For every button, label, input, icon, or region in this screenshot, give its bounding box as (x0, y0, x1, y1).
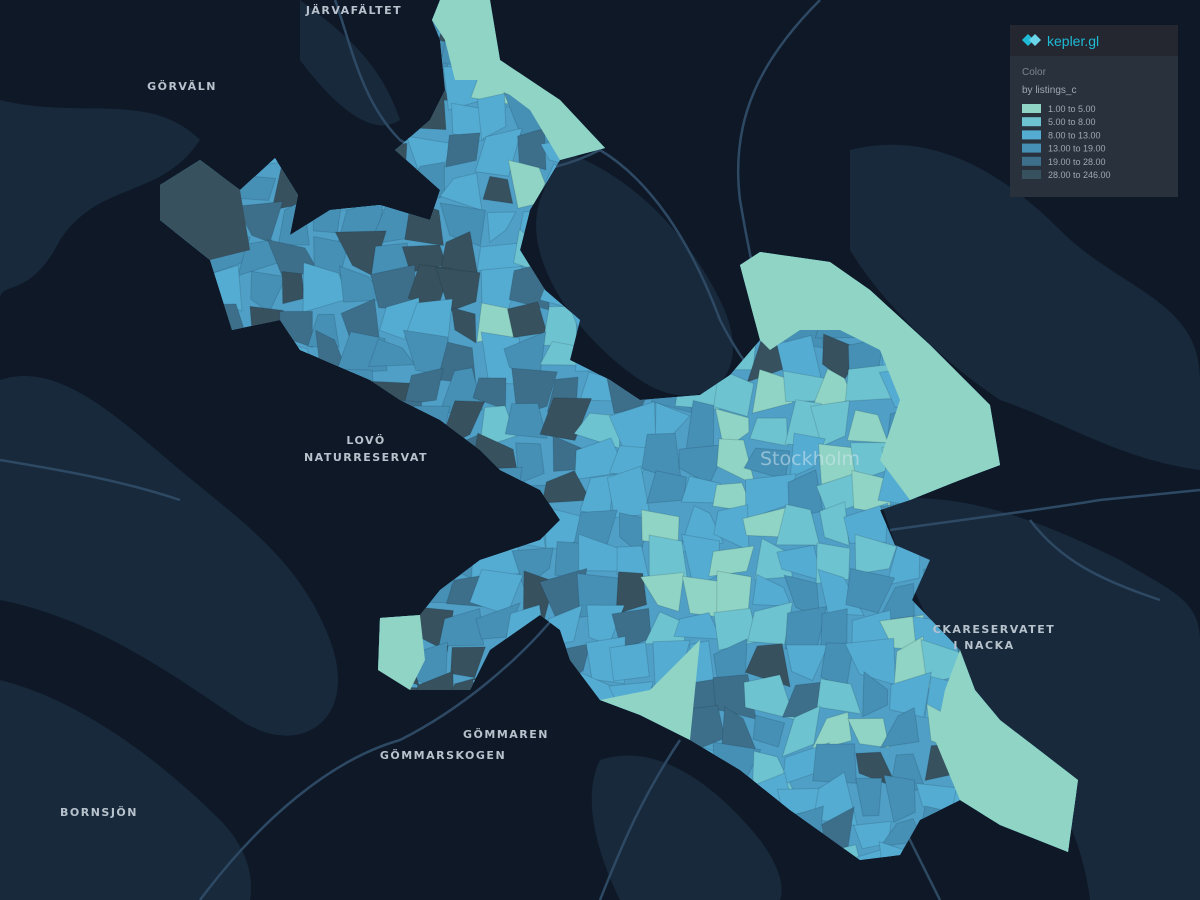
district (809, 711, 853, 753)
district (935, 650, 1078, 852)
district (615, 571, 648, 615)
district (883, 774, 916, 824)
district (432, 0, 605, 160)
legend-field: by listings_c (1022, 85, 1076, 96)
legend-swatch (1022, 117, 1041, 127)
district (478, 405, 517, 449)
place-label: CKARESERVATET (933, 623, 1055, 636)
district (879, 706, 920, 749)
district (438, 607, 485, 647)
district (854, 533, 898, 575)
district (504, 402, 548, 439)
legend-label: 8.00 to 13.00 (1048, 130, 1101, 140)
district (845, 567, 896, 614)
place-label: GÖMMAREN (463, 727, 549, 741)
district (781, 705, 821, 758)
legend-label: 13.00 to 19.00 (1048, 144, 1106, 154)
legend-label: 5.00 to 8.00 (1048, 117, 1096, 127)
district (747, 601, 794, 645)
district (809, 400, 851, 447)
district (713, 368, 755, 418)
district (600, 640, 700, 740)
legend-label: 28.00 to 246.00 (1048, 170, 1111, 180)
district (438, 230, 478, 281)
district (482, 175, 514, 205)
district (639, 571, 685, 613)
district (843, 502, 889, 544)
district (445, 132, 481, 168)
district (281, 270, 306, 305)
district (609, 642, 650, 682)
district (751, 368, 794, 414)
district (378, 615, 425, 690)
legend-swatch (1022, 143, 1041, 153)
district (450, 102, 487, 142)
legend-swatch (1022, 130, 1041, 140)
logo (1029, 34, 1041, 46)
legend-swatch (1022, 104, 1041, 113)
district (789, 432, 827, 479)
district (439, 202, 487, 247)
legend-channel: Color (1022, 67, 1047, 78)
district (749, 417, 789, 447)
city-label: Stockholm (760, 448, 860, 470)
district (486, 211, 517, 244)
legend-swatch (1022, 156, 1041, 166)
place-label: GÖMMARSKOGEN (380, 748, 506, 762)
district (708, 545, 755, 577)
district (517, 127, 547, 171)
place-label: GÖRVÄLN (147, 79, 217, 93)
district (450, 646, 487, 679)
place-label: JÄRVAFÄLTET (305, 3, 402, 17)
district (785, 644, 830, 682)
district (752, 714, 786, 748)
district (816, 678, 862, 715)
district (160, 160, 250, 260)
legend: kepler.gl Color by listings_c 1.00 to 5.… (1010, 25, 1178, 197)
legend-swatch (1022, 170, 1041, 179)
district (847, 717, 890, 749)
place-label: BORNSJÖN (60, 805, 138, 819)
district (451, 306, 477, 344)
district (819, 501, 850, 547)
legend-label: 19.00 to 28.00 (1048, 157, 1106, 167)
district (812, 743, 857, 784)
district (740, 252, 1000, 500)
place-label: I NACKA (953, 639, 1014, 652)
district (476, 92, 507, 141)
district (403, 367, 444, 406)
logo (1022, 34, 1034, 46)
districts-overlay (160, 0, 1078, 852)
place-label: LOVÖ (346, 433, 385, 447)
place-labels: JÄRVAFÄLTET GÖRVÄLN LOVÖ NATURRESERVAT S… (60, 3, 1055, 819)
district (475, 602, 521, 640)
district (889, 671, 933, 718)
place-label: NATURRESERVAT (304, 451, 428, 464)
legend-app: kepler.gl (1047, 33, 1099, 49)
district (855, 777, 883, 817)
district (862, 670, 889, 718)
legend-label: 1.00 to 5.00 (1048, 104, 1096, 114)
